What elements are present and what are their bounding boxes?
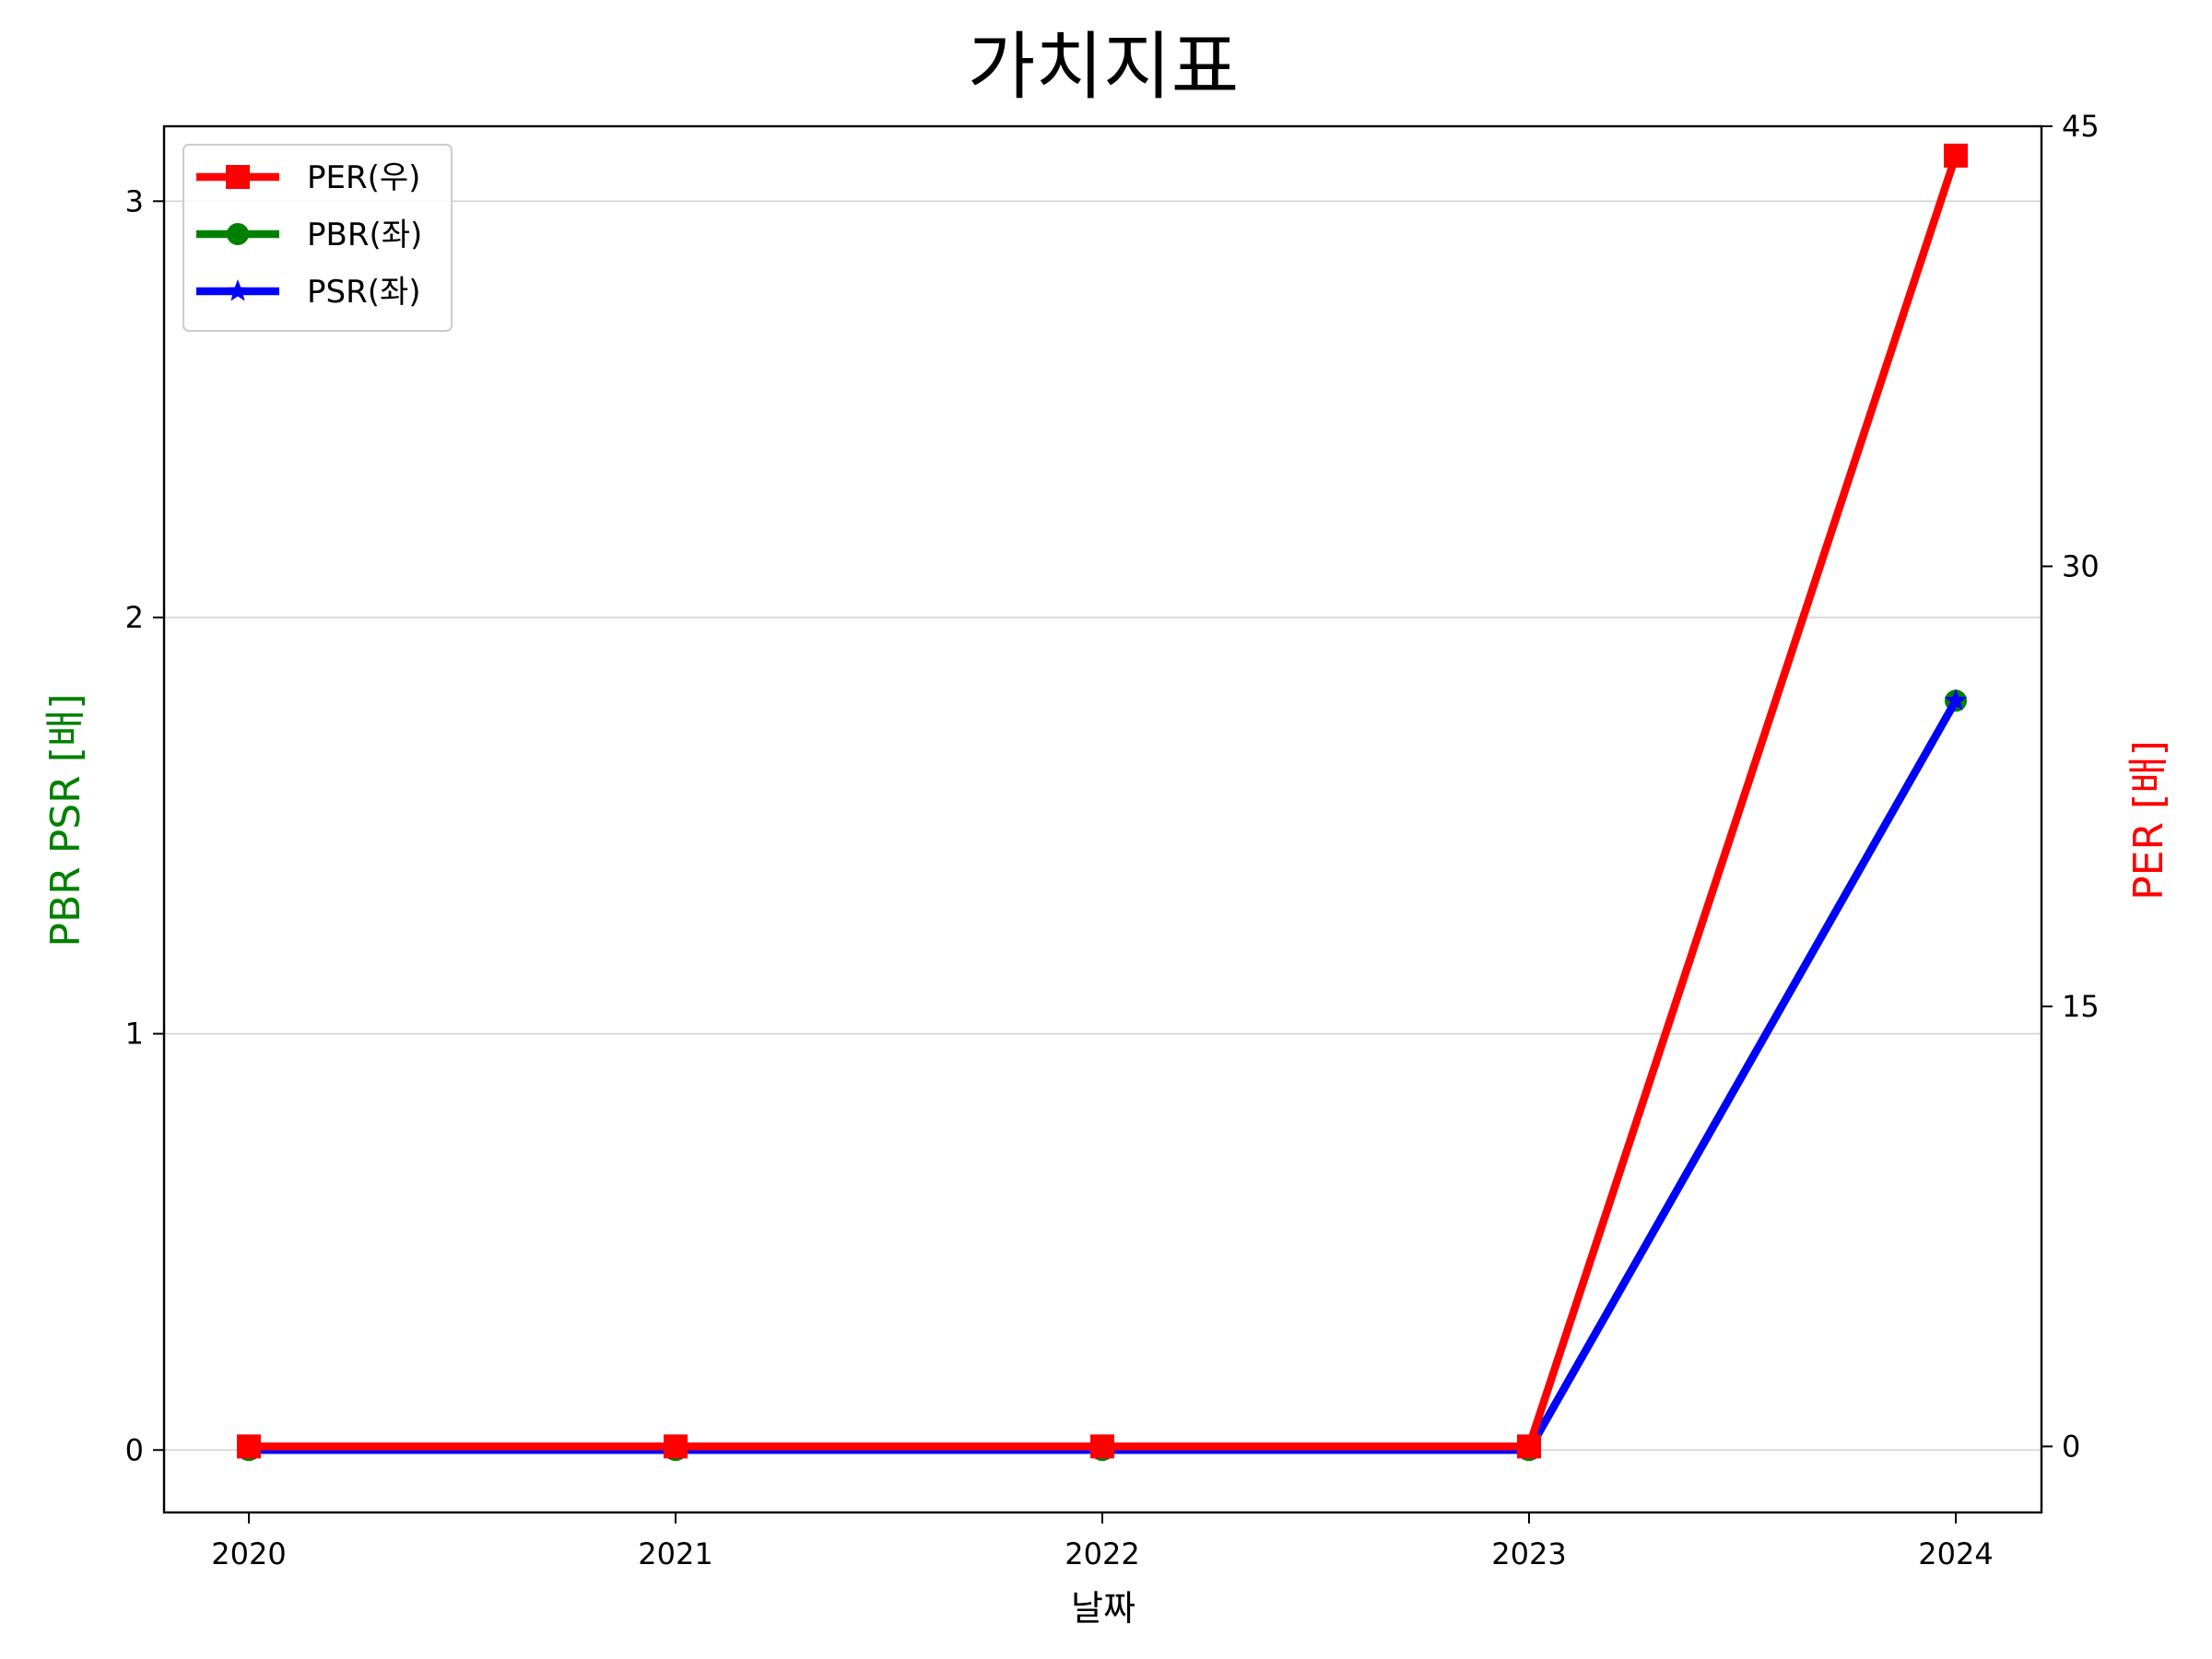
right-y-tick-label: 0 xyxy=(2062,1429,2080,1464)
right-y-tick-label: 15 xyxy=(2062,989,2100,1024)
left-y-tick-label: 1 xyxy=(125,1017,144,1052)
x-tick-label: 2020 xyxy=(211,1536,286,1571)
legend-label: PER(우) xyxy=(307,159,420,196)
left-y-tick-label: 2 xyxy=(125,600,144,635)
legend-label: PBR(좌) xyxy=(307,217,422,253)
x-tick-label: 2023 xyxy=(1491,1536,1566,1571)
right-y-axis-title: PER [배] xyxy=(2125,740,2172,900)
right-y-tick-label: 30 xyxy=(2062,548,2100,583)
data-point-marker xyxy=(1090,1434,1114,1459)
left-y-tick-label: 0 xyxy=(125,1432,144,1467)
x-axis-title: 날짜 xyxy=(1071,1588,1135,1629)
right-y-tick-label: 45 xyxy=(2062,109,2100,144)
legend-marker xyxy=(226,279,250,301)
chart-title: 가치지표 xyxy=(968,24,1239,110)
data-point-marker xyxy=(237,1434,261,1459)
x-tick-label: 2021 xyxy=(638,1536,712,1571)
legend-box xyxy=(182,144,453,332)
legend: PER(우) PBR(좌) PSR(좌) xyxy=(182,144,453,332)
x-ticks: 2020 2021 2022 2023 2024 xyxy=(211,1512,1994,1571)
left-y-tick-label: 3 xyxy=(125,183,144,218)
legend-marker xyxy=(226,165,250,189)
plot-frame xyxy=(162,124,2043,1514)
legend-entry: PER(우) xyxy=(196,159,420,196)
legend-entry: PBR(좌) xyxy=(196,217,422,253)
legend-marker xyxy=(227,223,249,245)
series-layer xyxy=(237,143,1968,1462)
x-tick-label: 2024 xyxy=(1918,1536,1993,1571)
data-point-marker xyxy=(1944,143,1968,168)
legend-entry: PSR(좌) xyxy=(196,274,421,311)
left-y-axis-title: PBR PSR [배] xyxy=(42,693,89,947)
legend-label: PSR(좌) xyxy=(307,274,421,311)
data-point-marker xyxy=(1944,688,1968,711)
left-y-ticks: 0 1 2 3 xyxy=(125,183,164,1467)
right-y-ticks: 0 15 30 45 xyxy=(2041,109,2100,1464)
series-PER(우) xyxy=(237,143,1968,1459)
data-point-marker xyxy=(664,1434,688,1459)
data-point-marker xyxy=(1517,1434,1541,1459)
x-tick-label: 2022 xyxy=(1065,1536,1139,1571)
